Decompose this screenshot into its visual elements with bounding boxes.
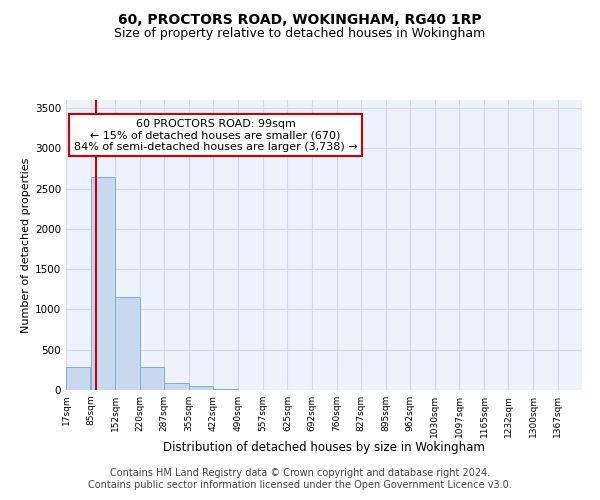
X-axis label: Distribution of detached houses by size in Wokingham: Distribution of detached houses by size … bbox=[163, 441, 485, 454]
Text: Size of property relative to detached houses in Wokingham: Size of property relative to detached ho… bbox=[115, 28, 485, 40]
Bar bbox=[66, 368, 91, 390]
Bar bbox=[189, 386, 214, 390]
Bar bbox=[140, 368, 164, 390]
Bar bbox=[91, 176, 115, 390]
Text: 60, PROCTORS ROAD, WOKINGHAM, RG40 1RP: 60, PROCTORS ROAD, WOKINGHAM, RG40 1RP bbox=[118, 12, 482, 26]
Bar bbox=[214, 389, 238, 390]
Text: Contains HM Land Registry data © Crown copyright and database right 2024.
Contai: Contains HM Land Registry data © Crown c… bbox=[88, 468, 512, 490]
Text: 60 PROCTORS ROAD: 99sqm
← 15% of detached houses are smaller (670)
84% of semi-d: 60 PROCTORS ROAD: 99sqm ← 15% of detache… bbox=[74, 119, 358, 152]
Y-axis label: Number of detached properties: Number of detached properties bbox=[21, 158, 31, 332]
Bar bbox=[115, 298, 140, 390]
Bar bbox=[164, 383, 189, 390]
